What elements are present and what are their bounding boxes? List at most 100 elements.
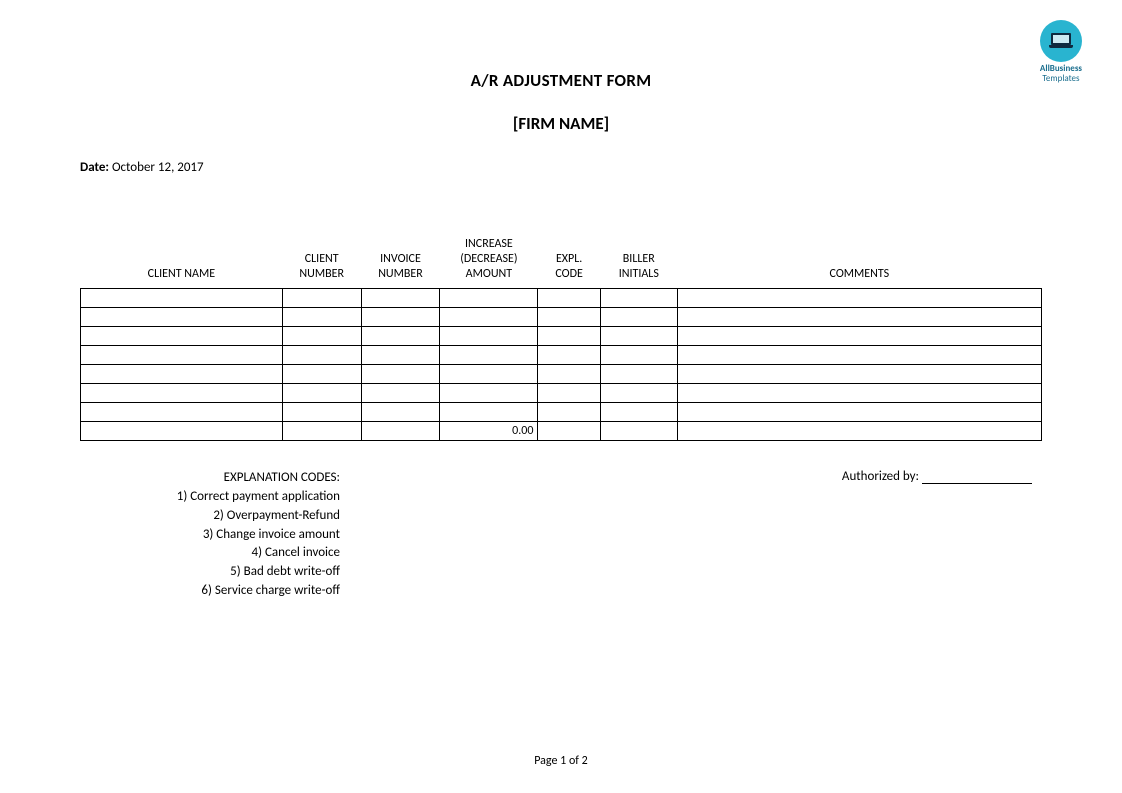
explanation-code-item: 6) Service charge write-off: [80, 582, 340, 601]
table-row: [81, 289, 1042, 308]
table-cell: [538, 422, 600, 441]
date-label: Date:: [80, 160, 109, 175]
table-cell: [538, 289, 600, 308]
explanation-code-item: 2) Overpayment-Refund: [80, 507, 340, 526]
authorized-by: Authorized by:: [842, 469, 1032, 484]
table-header-cell: INCREASE(DECREASE)AMOUNT: [440, 235, 538, 289]
explanation-codes: EXPLANATION CODES: 1) Correct payment ap…: [80, 469, 340, 601]
table-cell: [81, 384, 283, 403]
footer-zone: EXPLANATION CODES: 1) Correct payment ap…: [80, 469, 1042, 601]
table-cell: [600, 384, 677, 403]
table-cell: [81, 308, 283, 327]
brand-logo-text: AllBusiness Templates: [1040, 64, 1082, 84]
laptop-icon: [1040, 20, 1082, 62]
table-cell: [282, 289, 361, 308]
table-row: [81, 327, 1042, 346]
table-cell: [538, 327, 600, 346]
explanation-codes-list: 1) Correct payment application2) Overpay…: [80, 488, 340, 601]
authorized-by-label: Authorized by:: [842, 469, 919, 484]
table-cell: [81, 327, 283, 346]
explanation-codes-title: EXPLANATION CODES:: [80, 469, 340, 488]
explanation-code-item: 3) Change invoice amount: [80, 526, 340, 545]
table-cell: [361, 289, 440, 308]
table-cell: [440, 308, 538, 327]
table-cell: [81, 289, 283, 308]
table-cell: [282, 327, 361, 346]
table-cell: [440, 327, 538, 346]
table-cell: [538, 403, 600, 422]
table-cell: [600, 422, 677, 441]
table-cell: [282, 384, 361, 403]
table-row: 0.00: [81, 422, 1042, 441]
brand-logo: AllBusiness Templates: [1040, 20, 1082, 84]
table-cell: [361, 346, 440, 365]
table-cell: [282, 365, 361, 384]
explanation-code-item: 4) Cancel invoice: [80, 544, 340, 563]
table-cell: [282, 422, 361, 441]
brand-logo-line2: Templates: [1042, 73, 1079, 84]
table-cell: [440, 384, 538, 403]
table-cell: [600, 365, 677, 384]
table-cell: [538, 365, 600, 384]
adjustment-table: CLIENT NAMECLIENTNUMBERINVOICENUMBERINCR…: [80, 235, 1042, 441]
table-cell: [361, 365, 440, 384]
table-row: [81, 384, 1042, 403]
firm-name: [FIRM NAME]: [80, 113, 1042, 134]
table-cell: [538, 308, 600, 327]
table-cell: [677, 327, 1041, 346]
table-cell: [677, 308, 1041, 327]
table-cell: [282, 308, 361, 327]
table-header-cell: COMMENTS: [677, 235, 1041, 289]
table-cell: [81, 422, 283, 441]
page-title: A/R ADJUSTMENT FORM: [80, 70, 1042, 91]
table-cell: [361, 384, 440, 403]
table-cell: [81, 365, 283, 384]
page-root: AllBusiness Templates A/R ADJUSTMENT FOR…: [0, 0, 1122, 793]
table-cell: [361, 403, 440, 422]
table-header-cell: INVOICENUMBER: [361, 235, 440, 289]
table-row: [81, 308, 1042, 327]
table-header-row: CLIENT NAMECLIENTNUMBERINVOICENUMBERINCR…: [81, 235, 1042, 289]
table-cell: [677, 365, 1041, 384]
table-header-cell: CLIENT NAME: [81, 235, 283, 289]
table-cell: [440, 403, 538, 422]
table-cell: [440, 289, 538, 308]
authorized-by-signature-line: [922, 483, 1032, 484]
table-cell: [600, 308, 677, 327]
explanation-code-item: 1) Correct payment application: [80, 488, 340, 507]
table-cell: [677, 384, 1041, 403]
table-body: 0.00: [81, 289, 1042, 441]
table-cell: [600, 289, 677, 308]
table-cell: [600, 403, 677, 422]
table-cell: [361, 308, 440, 327]
table-cell: [538, 384, 600, 403]
page-number: Page 1 of 2: [0, 754, 1122, 768]
table-row: [81, 365, 1042, 384]
table-cell: [677, 403, 1041, 422]
table-cell: [361, 327, 440, 346]
table-cell: [600, 327, 677, 346]
table-cell: [282, 346, 361, 365]
table-cell: [440, 346, 538, 365]
table-cell: [81, 346, 283, 365]
explanation-code-item: 5) Bad debt write-off: [80, 563, 340, 582]
table-cell: [81, 403, 283, 422]
adjustment-table-wrapper: CLIENT NAMECLIENTNUMBERINVOICENUMBERINCR…: [80, 235, 1042, 441]
table-head: CLIENT NAMECLIENTNUMBERINVOICENUMBERINCR…: [81, 235, 1042, 289]
date-line: Date: October 12, 2017: [80, 160, 1042, 175]
table-cell: [677, 346, 1041, 365]
table-header-cell: CLIENTNUMBER: [282, 235, 361, 289]
table-cell: [677, 422, 1041, 441]
table-row: [81, 346, 1042, 365]
table-cell: [440, 365, 538, 384]
table-row: [81, 403, 1042, 422]
table-cell: [361, 422, 440, 441]
table-header-cell: BILLERINITIALS: [600, 235, 677, 289]
table-cell: [538, 346, 600, 365]
table-cell: 0.00: [440, 422, 538, 441]
table-cell: [677, 289, 1041, 308]
title-block: A/R ADJUSTMENT FORM [FIRM NAME]: [80, 70, 1042, 134]
table-cell: [282, 403, 361, 422]
date-value: October 12, 2017: [112, 160, 204, 175]
table-header-cell: EXPL.CODE: [538, 235, 600, 289]
